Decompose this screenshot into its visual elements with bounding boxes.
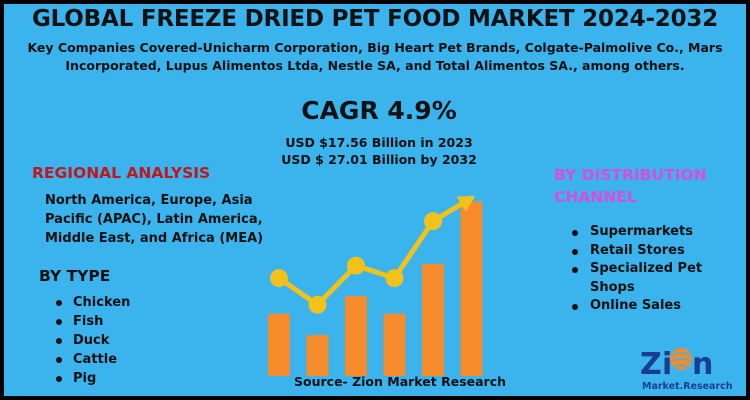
key-companies-text: Key Companies Covered-Unicharm Corporati…	[27, 40, 723, 73]
list-item: Retail Stores	[572, 242, 746, 261]
list-item: Supermarkets	[572, 223, 746, 242]
bar-series	[268, 201, 483, 376]
logo-name: Z	[640, 347, 662, 382]
page-title: GLOBAL FREEZE DRIED PET FOOD MARKET 2024…	[31, 6, 719, 32]
trend-arrow-head	[456, 195, 475, 212]
trend-point-2	[347, 256, 365, 275]
regional-analysis-heading: REGIONAL ANALYSIS	[32, 164, 211, 182]
list-item: Online Sales	[572, 297, 746, 316]
infographic-frame: GLOBAL FREEZE DRIED PET FOOD MARKET 2024…	[4, 4, 746, 396]
trend-point-4	[424, 212, 442, 231]
trend-point-3	[385, 269, 404, 288]
list-item: Duck	[56, 331, 130, 350]
list-item: Pig	[56, 369, 130, 388]
chart-bar-1	[306, 335, 329, 376]
chart-bar-5	[460, 201, 483, 376]
logo-tagline: Market.Research	[642, 381, 733, 392]
chart-bar-4	[422, 263, 444, 376]
trend-points	[270, 212, 442, 314]
by-type-heading: BY TYPE	[39, 267, 111, 285]
market-size-2032: USD $ 27.01 Billion by 2032	[281, 152, 477, 167]
list-item: Fish	[56, 312, 130, 331]
source-text: Source- Zion Market Research	[294, 374, 507, 389]
chart-bar-3	[383, 313, 406, 376]
distribution-channel-list: Supermarkets Retail Stores Specialized P…	[572, 223, 746, 316]
by-type-list: Chicken Fish Duck Cattle Pig	[56, 293, 130, 388]
cagr-value: CAGR 4.9%	[301, 96, 457, 125]
distribution-channel-heading: BY DISTRIBUTION CHANNEL	[554, 166, 707, 206]
list-item: Cattle	[56, 350, 130, 369]
regional-analysis-text: North America, Europe, Asia Pacific (APA…	[45, 193, 264, 246]
svg-text:i: i	[662, 347, 672, 382]
svg-text:n: n	[692, 347, 713, 382]
zion-logo: Z n i Market.Research	[640, 347, 733, 392]
market-size-2023: USD $17.56 Billion in 2023	[285, 135, 473, 150]
list-item: Chicken	[56, 293, 130, 312]
chart-bar-0	[268, 313, 290, 376]
trend-point-0	[270, 269, 288, 288]
chart-bar-2	[345, 295, 367, 376]
growth-chart	[268, 195, 483, 376]
trend-point-1	[308, 295, 327, 314]
list-item: Specialized Pet Shops	[572, 260, 746, 297]
